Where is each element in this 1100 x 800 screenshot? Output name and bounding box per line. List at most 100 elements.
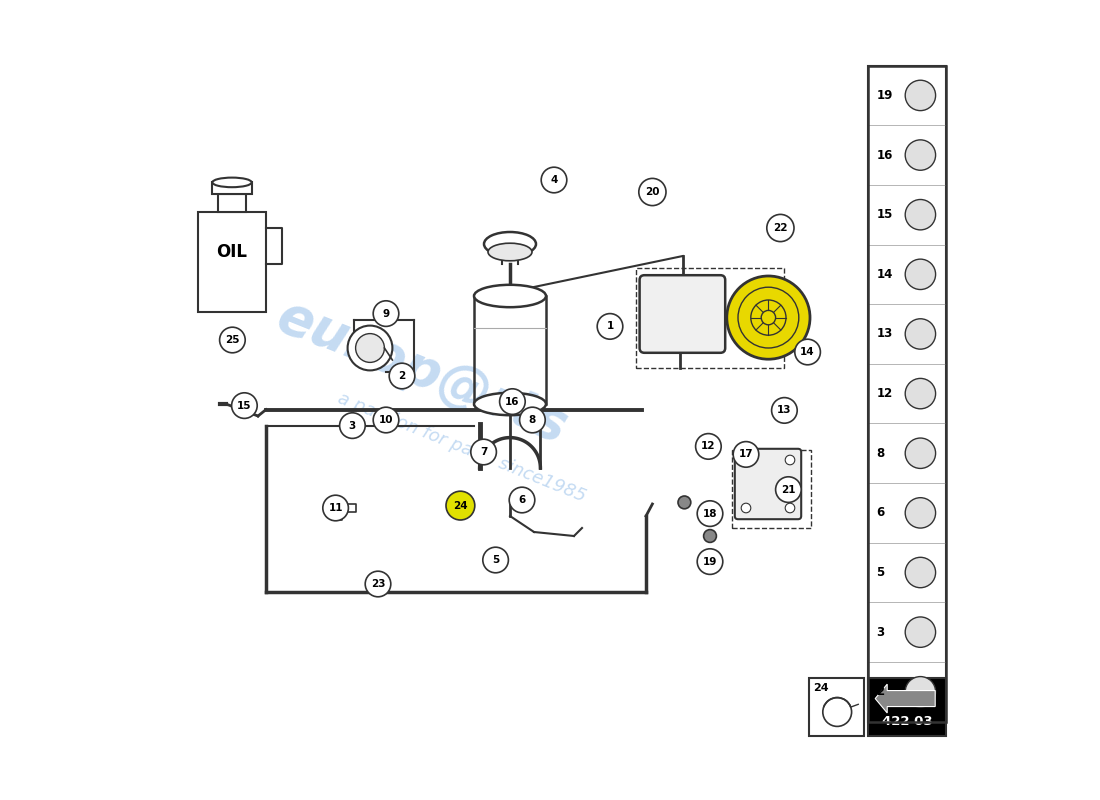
Text: 3: 3: [877, 626, 884, 638]
Text: 25: 25: [226, 335, 240, 345]
Circle shape: [697, 501, 723, 526]
FancyBboxPatch shape: [735, 449, 801, 519]
Circle shape: [905, 140, 936, 170]
Text: 11: 11: [329, 503, 343, 513]
Circle shape: [471, 439, 496, 465]
Circle shape: [905, 378, 936, 409]
FancyBboxPatch shape: [639, 275, 725, 353]
Text: 1: 1: [606, 322, 614, 331]
Text: 17: 17: [739, 450, 754, 459]
Circle shape: [389, 363, 415, 389]
Circle shape: [348, 326, 393, 370]
Circle shape: [697, 549, 723, 574]
Circle shape: [905, 259, 936, 290]
Polygon shape: [198, 212, 266, 312]
Circle shape: [795, 339, 821, 365]
Circle shape: [905, 498, 936, 528]
Circle shape: [741, 503, 751, 513]
Polygon shape: [218, 194, 246, 212]
Text: 12: 12: [877, 387, 893, 400]
Circle shape: [519, 407, 546, 433]
Circle shape: [905, 558, 936, 588]
Circle shape: [541, 167, 567, 193]
Text: a passion for parts since1985: a passion for parts since1985: [336, 390, 588, 506]
Polygon shape: [332, 504, 356, 520]
Text: 12: 12: [701, 442, 716, 451]
Circle shape: [734, 442, 759, 467]
Text: 14: 14: [801, 347, 815, 357]
Circle shape: [823, 698, 851, 726]
Circle shape: [905, 199, 936, 230]
Circle shape: [373, 407, 399, 433]
Circle shape: [727, 276, 810, 359]
Text: 18: 18: [703, 509, 717, 518]
Text: 3: 3: [349, 421, 356, 430]
Circle shape: [905, 80, 936, 110]
Circle shape: [639, 178, 665, 206]
Circle shape: [678, 496, 691, 509]
Text: 13: 13: [777, 406, 792, 415]
Text: 19: 19: [703, 557, 717, 566]
Ellipse shape: [474, 393, 546, 415]
Circle shape: [785, 455, 795, 465]
Text: 422 03: 422 03: [882, 715, 933, 728]
Text: 24: 24: [453, 501, 468, 510]
Text: 6: 6: [877, 506, 884, 519]
Text: 23: 23: [371, 579, 385, 589]
Circle shape: [446, 491, 475, 520]
Circle shape: [355, 334, 384, 362]
Circle shape: [905, 617, 936, 647]
Circle shape: [771, 398, 797, 423]
Circle shape: [905, 677, 936, 707]
Polygon shape: [212, 182, 252, 194]
Ellipse shape: [484, 232, 536, 256]
Circle shape: [483, 547, 508, 573]
Circle shape: [373, 301, 399, 326]
Circle shape: [322, 495, 349, 521]
Text: 15: 15: [877, 208, 893, 221]
Text: europ@rts: europ@rts: [270, 290, 575, 454]
Circle shape: [232, 393, 257, 418]
Text: 19: 19: [877, 89, 893, 102]
Circle shape: [767, 214, 794, 242]
Circle shape: [776, 477, 801, 502]
Circle shape: [597, 314, 623, 339]
Text: 16: 16: [877, 149, 893, 162]
Circle shape: [704, 530, 716, 542]
Text: 8: 8: [529, 415, 536, 425]
Polygon shape: [876, 684, 935, 713]
Text: 15: 15: [238, 401, 252, 410]
Text: 22: 22: [773, 223, 788, 233]
Circle shape: [785, 503, 795, 513]
Text: 8: 8: [877, 446, 884, 460]
Ellipse shape: [212, 178, 252, 187]
Text: 4: 4: [550, 175, 558, 185]
Circle shape: [499, 389, 525, 414]
Text: 24: 24: [813, 683, 828, 693]
FancyBboxPatch shape: [810, 678, 864, 736]
Text: 10: 10: [378, 415, 394, 425]
Circle shape: [503, 392, 522, 411]
Text: 21: 21: [781, 485, 795, 494]
Text: 5: 5: [877, 566, 884, 579]
FancyBboxPatch shape: [868, 66, 946, 722]
Text: 13: 13: [877, 327, 893, 341]
Circle shape: [365, 571, 390, 597]
Text: 14: 14: [877, 268, 893, 281]
FancyBboxPatch shape: [868, 678, 946, 736]
Circle shape: [905, 318, 936, 349]
Text: 6: 6: [518, 495, 526, 505]
Circle shape: [695, 434, 722, 459]
Text: 7: 7: [480, 447, 487, 457]
Ellipse shape: [474, 285, 546, 307]
Circle shape: [220, 327, 245, 353]
Text: 2: 2: [398, 371, 406, 381]
Circle shape: [741, 455, 751, 465]
Text: 9: 9: [383, 309, 389, 318]
Text: 20: 20: [645, 187, 660, 197]
Circle shape: [340, 413, 365, 438]
Text: 16: 16: [505, 397, 519, 406]
Text: 2: 2: [877, 686, 884, 698]
Text: 5: 5: [492, 555, 499, 565]
Circle shape: [509, 487, 535, 513]
